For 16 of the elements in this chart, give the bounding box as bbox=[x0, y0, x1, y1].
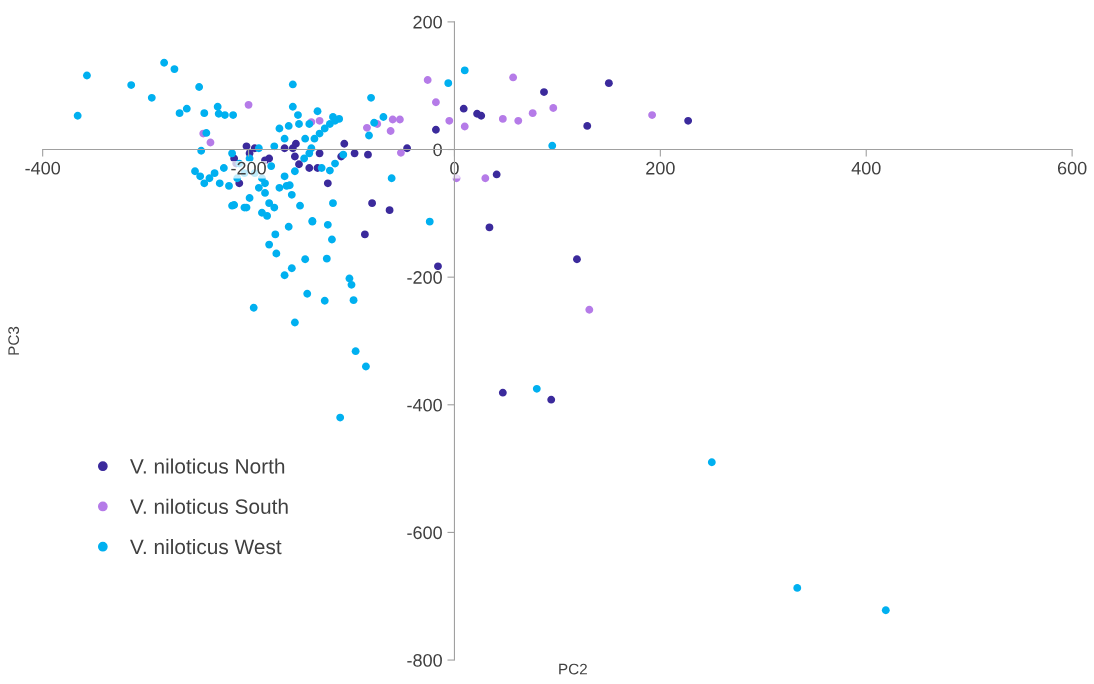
legend-label: V. niloticus North bbox=[130, 458, 285, 474]
legend-label: V. niloticus South bbox=[130, 498, 288, 514]
y-tick-label: -600 bbox=[407, 526, 442, 540]
x-tick-label: 200 bbox=[646, 161, 675, 175]
x-tick-label: 600 bbox=[1057, 161, 1087, 175]
y-tick-label: -800 bbox=[407, 653, 442, 667]
y-axis-title: PC3 bbox=[8, 326, 20, 355]
x-tick-label: -400 bbox=[25, 161, 61, 175]
y-tick-label: -400 bbox=[407, 398, 442, 412]
x-tick-label: 400 bbox=[851, 161, 881, 175]
x-axis-title: PC2 bbox=[559, 663, 587, 675]
x-tick-label: -200 bbox=[231, 161, 266, 175]
y-tick-label: -200 bbox=[407, 271, 442, 284]
legend-label: V. niloticus West bbox=[130, 538, 282, 555]
y-tick-label: 200 bbox=[413, 15, 442, 29]
x-tick-label: 0 bbox=[450, 161, 459, 175]
